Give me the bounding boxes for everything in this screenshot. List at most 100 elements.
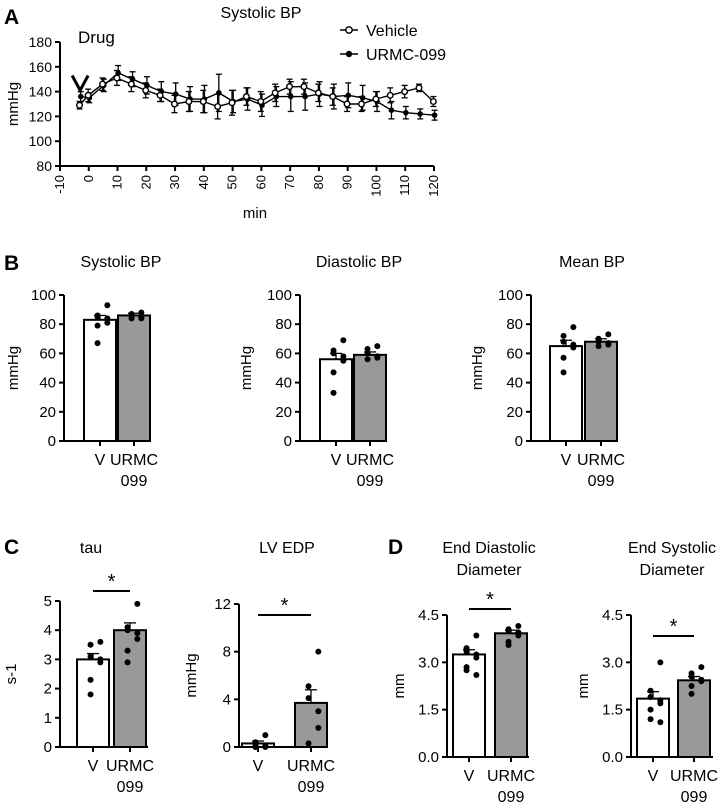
- data-point-urmc-099: [698, 678, 705, 685]
- chart-title: Systolic BP: [221, 5, 302, 22]
- y-tick-label: 3.0: [602, 654, 623, 671]
- bar-urmc-099: [113, 629, 147, 749]
- data-point-v: [87, 641, 94, 648]
- data-point-v: [330, 369, 337, 376]
- data-point-vehicle: [84, 91, 92, 99]
- x-tick-label: V: [253, 758, 264, 775]
- y-axis-label: mm: [575, 674, 592, 699]
- bar-chart-end-diastolic-diameter: End Diastolic Diameter mm 0.0 1.5 3.0 4.5 V URMC…: [391, 540, 536, 806]
- data-point-v: [473, 654, 480, 661]
- x-tick-label: 099: [117, 779, 144, 796]
- data-point-urmc-099: [134, 630, 141, 637]
- data-point-urmc-099: [515, 632, 522, 639]
- y-tick-label: 80: [275, 316, 292, 333]
- data-point-v: [570, 324, 577, 331]
- y-tick-label: 12: [214, 596, 231, 613]
- data-point-vehicle: [415, 84, 423, 92]
- data-point-urmc-099: [315, 648, 322, 655]
- x-tick-label: 120: [426, 175, 441, 197]
- y-tick-label: 40: [506, 375, 523, 392]
- chart-title: Diameter: [457, 562, 523, 579]
- x-tick-label: URMC: [346, 452, 394, 469]
- data-point-v: [330, 350, 337, 357]
- x-tick-label: -10: [52, 175, 67, 194]
- y-tick-label: 2: [44, 681, 52, 698]
- bar-chart-mean-bp: Mean BP mmHg 0 20 40 60 80 100 V URMC 099: [469, 254, 625, 490]
- data-point-v: [340, 353, 347, 360]
- data-point-v: [104, 302, 111, 309]
- x-tick-label: 80: [311, 175, 326, 189]
- y-tick-label: 0: [284, 433, 292, 450]
- y-tick-label: 8: [223, 644, 231, 661]
- legend-marker-urmc-099: [345, 50, 353, 58]
- y-tick-label: 0: [223, 739, 231, 756]
- significance-marker: *: [108, 571, 116, 593]
- chart-title: Systolic BP: [81, 254, 162, 271]
- x-tick-label: V: [88, 758, 99, 775]
- data-point-v: [97, 638, 104, 645]
- data-point-v: [104, 315, 111, 322]
- data-point-v: [87, 676, 94, 683]
- data-point-vehicle: [357, 100, 365, 108]
- y-tick-label: 80: [36, 158, 52, 174]
- bar-chart-end-systolic-diameter: End Systolic Diameter mm 0.0 1.5 3.0 4.5 V URMC 0…: [575, 540, 718, 806]
- y-tick-label: 100: [498, 287, 523, 304]
- bar-urmc-099: [677, 679, 711, 759]
- data-point-v: [262, 744, 269, 750]
- data-point-urmc-099: [505, 627, 512, 634]
- data-point-vehicle: [228, 99, 236, 107]
- chart-title: tau: [80, 540, 102, 557]
- data-point-urmc-099: [305, 740, 312, 747]
- data-point-vehicle: [199, 98, 207, 106]
- bar-urmc-099: [584, 340, 618, 442]
- data-point-v: [657, 700, 664, 707]
- data-point-urmc-099: [315, 724, 322, 731]
- y-tick-label: 60: [275, 345, 292, 362]
- panel-letter-c: C: [4, 536, 19, 559]
- y-tick-label: 5: [44, 593, 52, 610]
- data-point-urmc-099: [216, 90, 222, 96]
- data-point-urmc-099: [388, 107, 395, 113]
- data-point-v: [647, 716, 654, 723]
- y-axis-label: mmHg: [5, 346, 22, 390]
- x-tick-label: URMC: [110, 452, 158, 469]
- y-tick-label: 60: [39, 345, 56, 362]
- y-axis-label: mmHg: [5, 82, 22, 126]
- y-tick-label: 80: [39, 316, 56, 333]
- x-tick-label: URMC: [670, 768, 718, 785]
- legend-marker-vehicle: [345, 26, 353, 34]
- y-tick-label: 60: [506, 345, 523, 362]
- data-point-urmc-099: [359, 95, 366, 101]
- x-tick-label: 0: [81, 175, 96, 182]
- data-point-urmc-099: [515, 623, 522, 630]
- data-point-v: [463, 648, 470, 655]
- y-tick-label: 40: [275, 375, 292, 392]
- data-point-vehicle: [113, 74, 121, 82]
- data-point-urmc-099: [698, 664, 705, 671]
- x-tick-label: 20: [138, 175, 153, 189]
- data-point-urmc-099: [287, 93, 294, 100]
- x-tick-label: 60: [253, 175, 268, 189]
- data-point-urmc-099: [134, 635, 141, 642]
- data-point-urmc-099: [172, 91, 179, 97]
- data-point-vehicle: [300, 83, 308, 91]
- x-tick-label: 70: [282, 175, 297, 189]
- data-point-urmc-099: [364, 356, 371, 363]
- data-point-vehicle: [142, 86, 150, 94]
- drug-annotation: Drug: [78, 28, 115, 47]
- data-point-v: [570, 344, 577, 351]
- x-tick-label: 099: [681, 789, 708, 806]
- y-tick-label: 20: [506, 404, 523, 421]
- significance-marker: *: [281, 595, 289, 617]
- data-point-vehicle: [257, 98, 265, 106]
- y-tick-label: 4: [44, 622, 52, 639]
- y-tick-label: 160: [29, 59, 53, 75]
- data-point-vehicle: [99, 80, 107, 88]
- line-chart-panel-a: Systolic BP Drug 80 100 120 140 160 180 -10 0 10 20…: [5, 5, 446, 222]
- y-tick-label: 20: [39, 404, 56, 421]
- data-point-urmc-099: [124, 647, 131, 654]
- data-point-urmc-099: [595, 338, 602, 345]
- y-tick-label: 0.0: [418, 749, 439, 766]
- data-point-urmc-099: [345, 92, 352, 99]
- data-point-vehicle: [343, 100, 351, 108]
